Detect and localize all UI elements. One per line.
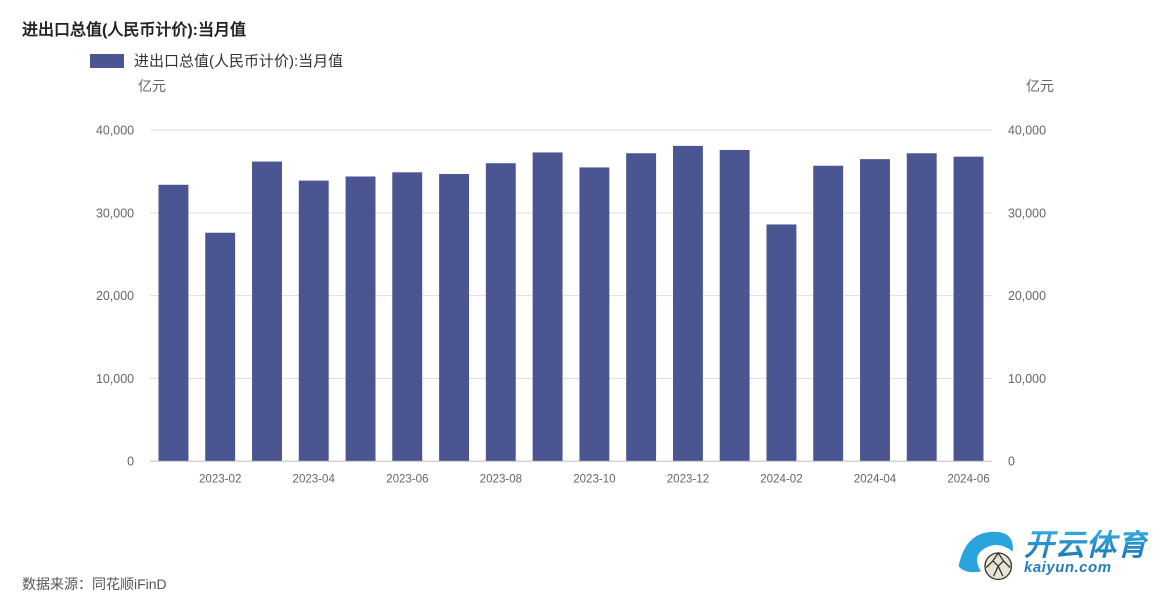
watermark: 开云体育 kaiyun.com bbox=[952, 520, 1148, 586]
bar bbox=[579, 167, 609, 461]
bar bbox=[159, 185, 189, 461]
watermark-logo-icon bbox=[952, 520, 1018, 586]
bar bbox=[252, 162, 282, 462]
x-tick-label: 2024-02 bbox=[760, 474, 802, 486]
y-tick-label-left: 10,000 bbox=[96, 372, 134, 386]
y-tick-label-right: 0 bbox=[1008, 455, 1015, 469]
y-tick-label-left: 0 bbox=[127, 455, 134, 469]
bar bbox=[860, 159, 890, 461]
x-tick-label: 2023-06 bbox=[386, 474, 428, 486]
legend-swatch bbox=[90, 54, 124, 68]
y-tick-label-left: 30,000 bbox=[96, 206, 134, 220]
bar bbox=[767, 224, 797, 461]
chart-plot: 0 0 10,000 10,000 20,000 20,000 30,000 30,000 40… bbox=[86, 100, 1056, 518]
legend: 进出口总值(人民币计价):当月值 bbox=[90, 50, 343, 71]
x-tick-label: 2024-06 bbox=[947, 474, 989, 486]
x-tick-label: 2023-12 bbox=[667, 474, 709, 486]
bar bbox=[626, 153, 656, 461]
bar bbox=[299, 181, 329, 462]
y-axis-unit-left: 亿元 bbox=[138, 76, 166, 96]
bar bbox=[205, 233, 235, 461]
bar bbox=[346, 176, 376, 461]
x-tick-label: 2024-04 bbox=[854, 474, 897, 486]
y-axis-unit-right: 亿元 bbox=[1026, 76, 1054, 96]
bar bbox=[720, 150, 750, 461]
data-source-label: 数据来源：同花顺iFinD bbox=[22, 574, 167, 594]
bar bbox=[533, 152, 563, 461]
x-tick-label: 2023-02 bbox=[199, 474, 241, 486]
bar bbox=[392, 172, 422, 461]
bar bbox=[439, 174, 469, 461]
x-tick-label: 2023-10 bbox=[573, 474, 615, 486]
watermark-text-en: kaiyun.com bbox=[1024, 560, 1148, 576]
bar bbox=[486, 163, 516, 461]
y-tick-label-right: 30,000 bbox=[1008, 206, 1046, 220]
legend-label: 进出口总值(人民币计价):当月值 bbox=[134, 50, 343, 71]
y-tick-label-left: 40,000 bbox=[96, 124, 134, 138]
y-tick-label-right: 10,000 bbox=[1008, 372, 1046, 386]
bar bbox=[907, 153, 937, 461]
bar bbox=[954, 157, 984, 462]
bar bbox=[813, 166, 843, 461]
x-tick-label: 2023-04 bbox=[293, 474, 336, 486]
x-tick-label: 2023-08 bbox=[480, 474, 522, 486]
y-tick-label-right: 40,000 bbox=[1008, 124, 1046, 138]
y-tick-label-right: 20,000 bbox=[1008, 289, 1046, 303]
watermark-text-cn: 开云体育 bbox=[1024, 530, 1148, 562]
chart-title: 进出口总值(人民币计价):当月值 bbox=[22, 16, 246, 40]
bar bbox=[673, 146, 703, 461]
y-tick-label-left: 20,000 bbox=[96, 289, 134, 303]
